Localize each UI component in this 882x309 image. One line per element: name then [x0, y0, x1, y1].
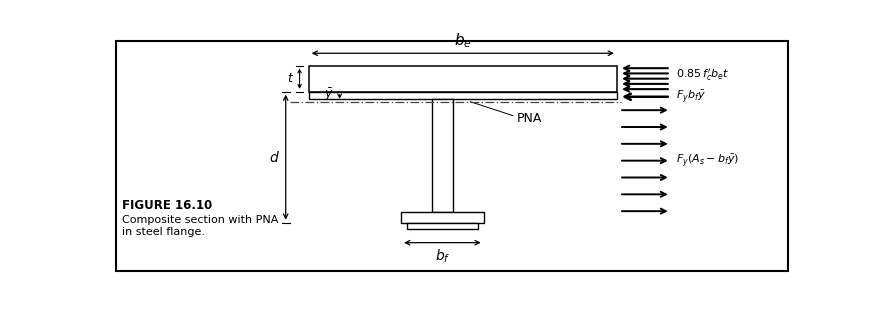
- Text: $t$: $t$: [287, 72, 295, 85]
- Text: $\bar{y}$: $\bar{y}$: [324, 87, 333, 104]
- Bar: [309, 92, 617, 99]
- Bar: [407, 223, 478, 229]
- Text: $F_y b_f \bar{y}$: $F_y b_f \bar{y}$: [676, 88, 706, 105]
- Bar: [309, 66, 617, 92]
- Text: $d$: $d$: [269, 150, 280, 165]
- Text: Composite section with PNA: Composite section with PNA: [122, 215, 278, 225]
- Text: $b_f$: $b_f$: [435, 247, 450, 265]
- Bar: [432, 99, 452, 212]
- Text: PNA: PNA: [517, 112, 542, 125]
- Text: FIGURE 16.10: FIGURE 16.10: [122, 199, 212, 212]
- Text: $b_e$: $b_e$: [454, 32, 472, 50]
- Bar: [401, 212, 483, 223]
- Text: $F_y(A_s - b_f\bar{y})$: $F_y(A_s - b_f\bar{y})$: [676, 152, 739, 169]
- Text: in steel flange.: in steel flange.: [122, 226, 205, 236]
- Text: $0.85\,f_c'b_e t$: $0.85\,f_c'b_e t$: [676, 67, 729, 83]
